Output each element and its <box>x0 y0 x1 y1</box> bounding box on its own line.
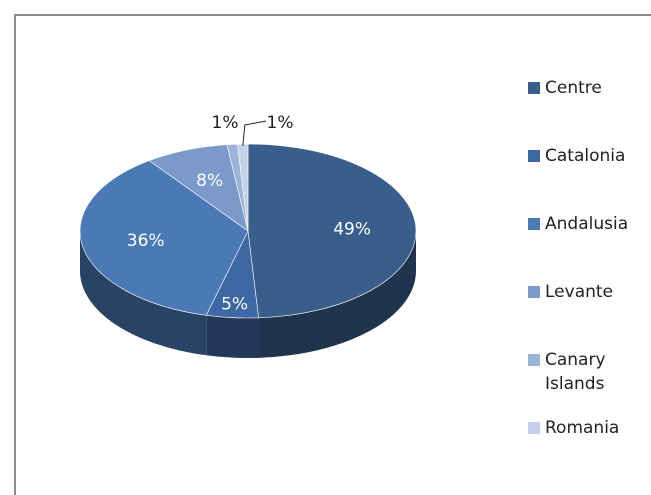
slice-side <box>206 315 259 358</box>
legend-item: Levante <box>528 280 648 348</box>
legend-swatch <box>528 354 540 366</box>
slice <box>247 143 417 319</box>
data-label: 36% <box>127 231 165 251</box>
legend-label: Romania <box>545 418 620 438</box>
data-label: 8% <box>196 171 223 191</box>
legend-label: Andalusia <box>545 214 629 234</box>
slice-side <box>80 231 207 356</box>
legend-item: Centre <box>528 76 648 144</box>
legend-label: Levante <box>545 282 614 302</box>
legend-label: Centre <box>545 78 602 98</box>
slice <box>79 160 249 316</box>
legend-item: Canary Islands <box>528 348 648 416</box>
legend-swatch <box>528 218 540 230</box>
data-label: 1% <box>212 113 239 133</box>
data-label: 1% <box>267 113 294 133</box>
legend-swatch <box>528 422 540 434</box>
legend-item: Andalusia <box>528 212 648 280</box>
data-label: 49% <box>333 219 371 239</box>
legend-item: Romania <box>528 416 648 484</box>
legend-swatch <box>528 82 540 94</box>
legend-label: Canary Islands <box>545 350 606 394</box>
legend-swatch <box>528 150 540 162</box>
leader-line <box>242 120 267 146</box>
legend: Centre Catalonia Andalusia Levante Canary Is… <box>528 76 648 484</box>
legend-item: Catalonia <box>528 144 648 212</box>
legend-label: Catalonia <box>545 146 626 166</box>
slice-side <box>258 231 416 358</box>
legend-swatch <box>528 286 540 298</box>
chart-frame <box>14 14 651 495</box>
data-label: 5% <box>221 295 248 315</box>
